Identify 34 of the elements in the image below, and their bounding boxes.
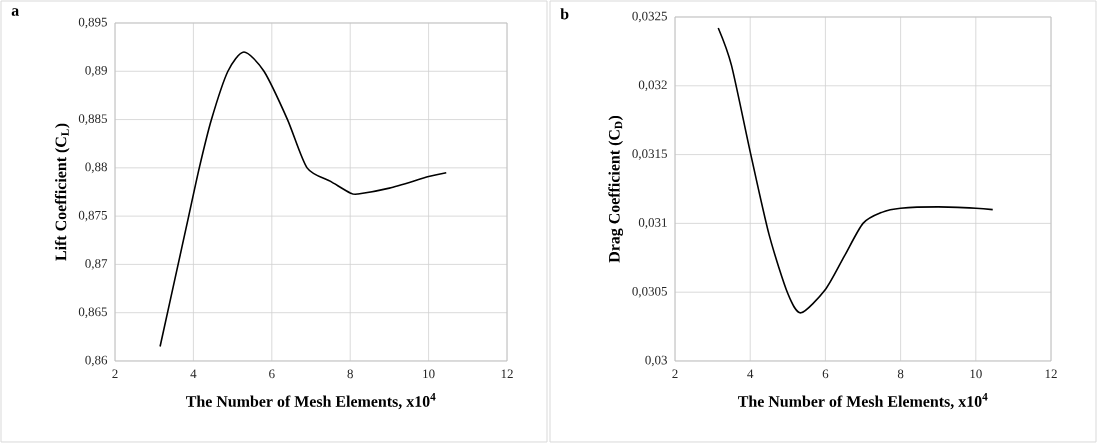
y-axis-title: Drag Coefficient (C$_{D}$) — [608, 115, 624, 263]
x-tick-label: 8 — [897, 369, 904, 379]
x-tick-label: 12 — [501, 369, 513, 379]
y-tick-label: 0,032 — [638, 80, 667, 92]
y-tick-label: 0,0305 — [632, 286, 667, 298]
x-tick-label: 2 — [672, 369, 678, 379]
x-tick-label: 6 — [269, 369, 275, 379]
x-tick-label: 6 — [822, 369, 829, 379]
x-tick-label: 4 — [190, 369, 197, 379]
x-tick-label: 4 — [747, 369, 754, 379]
y-tick-label: 0,895 — [78, 17, 107, 29]
y-tick-label: 0,031 — [638, 218, 667, 229]
y-tick-label: 0,865 — [78, 307, 107, 319]
y-tick-label: 0,885 — [78, 114, 107, 125]
text: b — [560, 8, 569, 20]
y-tick-label: 0,0315 — [632, 149, 667, 160]
x-axis-title: The Number of Mesh Elements, x10$^{4}$ — [186, 393, 436, 410]
x-axis-title: The Number of Mesh Elements, x10$^{4}$ — [738, 393, 988, 410]
y-tick-label: 0,0325 — [632, 11, 667, 23]
y-axis-title: Lift Coefficient (C$_{L}$) — [54, 123, 70, 261]
line-series — [717, 27, 994, 314]
y-tick-label: 0,875 — [78, 210, 107, 222]
text: a — [11, 8, 19, 16]
y-tick-label: 0,89 — [85, 65, 107, 77]
x-tick-label: 12 — [1045, 369, 1057, 379]
y-tick-label: 0,03 — [645, 355, 667, 367]
y-tick-label: 0,86 — [85, 355, 108, 367]
x-tick-label: 10 — [423, 369, 435, 379]
x-tick-label: 2 — [112, 369, 118, 379]
y-tick-label: 0,88 — [85, 162, 107, 174]
x-tick-label: 8 — [347, 369, 353, 379]
y-tick-label: 0,87 — [85, 259, 108, 270]
x-tick-label: 10 — [970, 369, 982, 379]
line-series — [159, 51, 448, 348]
